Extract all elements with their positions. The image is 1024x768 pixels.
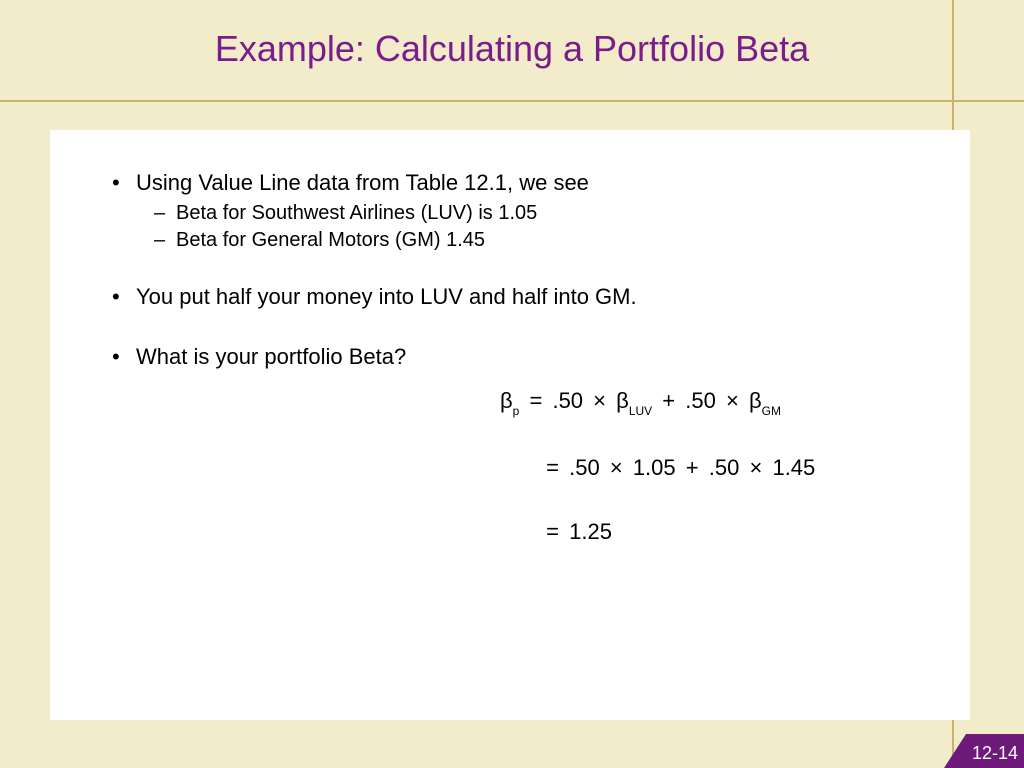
equation-line-3: = 1.25 <box>500 521 930 543</box>
beta-sub-p: p <box>513 404 520 418</box>
weight-1: .50 <box>552 388 583 413</box>
equation-line-1: βp = .50 × βLUV + .50 × βGM <box>500 390 930 415</box>
equals-sign: = <box>546 519 559 544</box>
beta-sub-gm: GM <box>762 404 781 418</box>
plus-sign: + <box>662 388 675 413</box>
spacer <box>90 256 930 284</box>
times-sign: × <box>610 455 623 480</box>
slide: Example: Calculating a Portfolio Beta Us… <box>0 0 1024 768</box>
bullet-sub-text: Beta for General Motors (GM) 1.45 <box>176 229 485 251</box>
bullet-sub-item: Beta for General Motors (GM) 1.45 <box>150 229 930 252</box>
weight-2: .50 <box>709 455 740 480</box>
equals-sign: = <box>529 388 542 413</box>
spacer <box>90 316 930 344</box>
bullet-text: What is your portfolio Beta? <box>136 344 406 369</box>
equation-block: βp = .50 × βLUV + .50 × βGM = .50 × 1.05… <box>500 390 930 543</box>
beta-sub-luv: LUV <box>629 404 652 418</box>
plus-sign: + <box>686 455 699 480</box>
value-2: 1.45 <box>772 455 815 480</box>
result-value: 1.25 <box>569 519 612 544</box>
weight-2: .50 <box>685 388 716 413</box>
bullet-sub-item: Beta for Southwest Airlines (LUV) is 1.0… <box>150 202 930 225</box>
times-sign: × <box>593 388 606 413</box>
equals-sign: = <box>546 455 559 480</box>
times-sign: × <box>726 388 739 413</box>
weight-1: .50 <box>569 455 600 480</box>
times-sign: × <box>749 455 762 480</box>
content-area: Using Value Line data from Table 12.1, w… <box>50 130 970 720</box>
horizontal-rule <box>0 100 1024 102</box>
beta-symbol: β <box>616 388 629 413</box>
beta-symbol: β <box>749 388 762 413</box>
header: Example: Calculating a Portfolio Beta <box>0 0 1024 88</box>
bullet-text: You put half your money into LUV and hal… <box>136 284 637 309</box>
beta-symbol: β <box>500 388 513 413</box>
page-number: 12-14 <box>972 743 1018 764</box>
bullet-sub-text: Beta for Southwest Airlines (LUV) is 1.0… <box>176 202 537 224</box>
value-1: 1.05 <box>633 455 676 480</box>
page-number-badge: 12-14 <box>966 734 1024 768</box>
equation-line-2: = .50 × 1.05 + .50 × 1.45 <box>500 457 930 479</box>
bullet-item: Using Value Line data from Table 12.1, w… <box>108 170 930 196</box>
bullet-item: What is your portfolio Beta? <box>108 344 930 370</box>
bullet-item: You put half your money into LUV and hal… <box>108 284 930 310</box>
slide-title: Example: Calculating a Portfolio Beta <box>0 28 1024 70</box>
bullet-text: Using Value Line data from Table 12.1, w… <box>136 170 589 195</box>
